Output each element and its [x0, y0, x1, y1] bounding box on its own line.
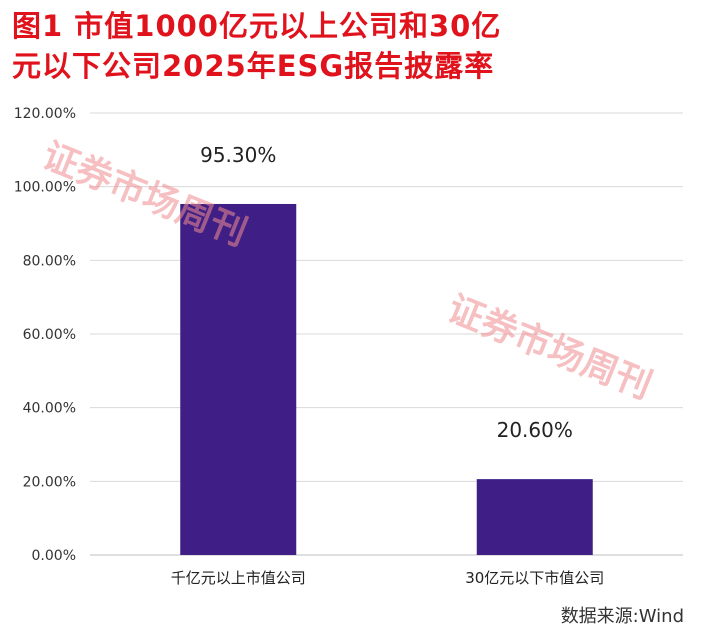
chart-title: 图1 市值1000亿元以上公司和30亿 元以下公司2025年ESG报告披露率 [12, 6, 712, 86]
data-label: 95.30% [200, 143, 276, 167]
y-tick-label: 80.00% [23, 253, 76, 269]
x-tick-label: 30亿元以下市值公司 [465, 569, 604, 587]
title-line-1: 图1 市值1000亿元以上公司和30亿 [12, 9, 502, 43]
y-tick-label: 100.00% [14, 180, 76, 196]
y-tick-label: 120.00% [14, 106, 76, 122]
y-tick-label: 20.00% [23, 474, 76, 490]
y-tick-label: 0.00% [32, 548, 76, 564]
y-tick-label: 60.00% [23, 327, 76, 343]
bar [476, 479, 593, 555]
data-label: 20.60% [497, 418, 573, 442]
data-source: 数据来源:Wind [560, 606, 684, 627]
title-line-2: 元以下公司2025年ESG报告披露率 [12, 49, 495, 83]
x-tick-label: 千亿元以上市值公司 [171, 569, 306, 587]
bar [180, 203, 297, 555]
y-tick-label: 40.00% [23, 401, 76, 417]
watermark: 证券市场周刊 [442, 287, 658, 407]
